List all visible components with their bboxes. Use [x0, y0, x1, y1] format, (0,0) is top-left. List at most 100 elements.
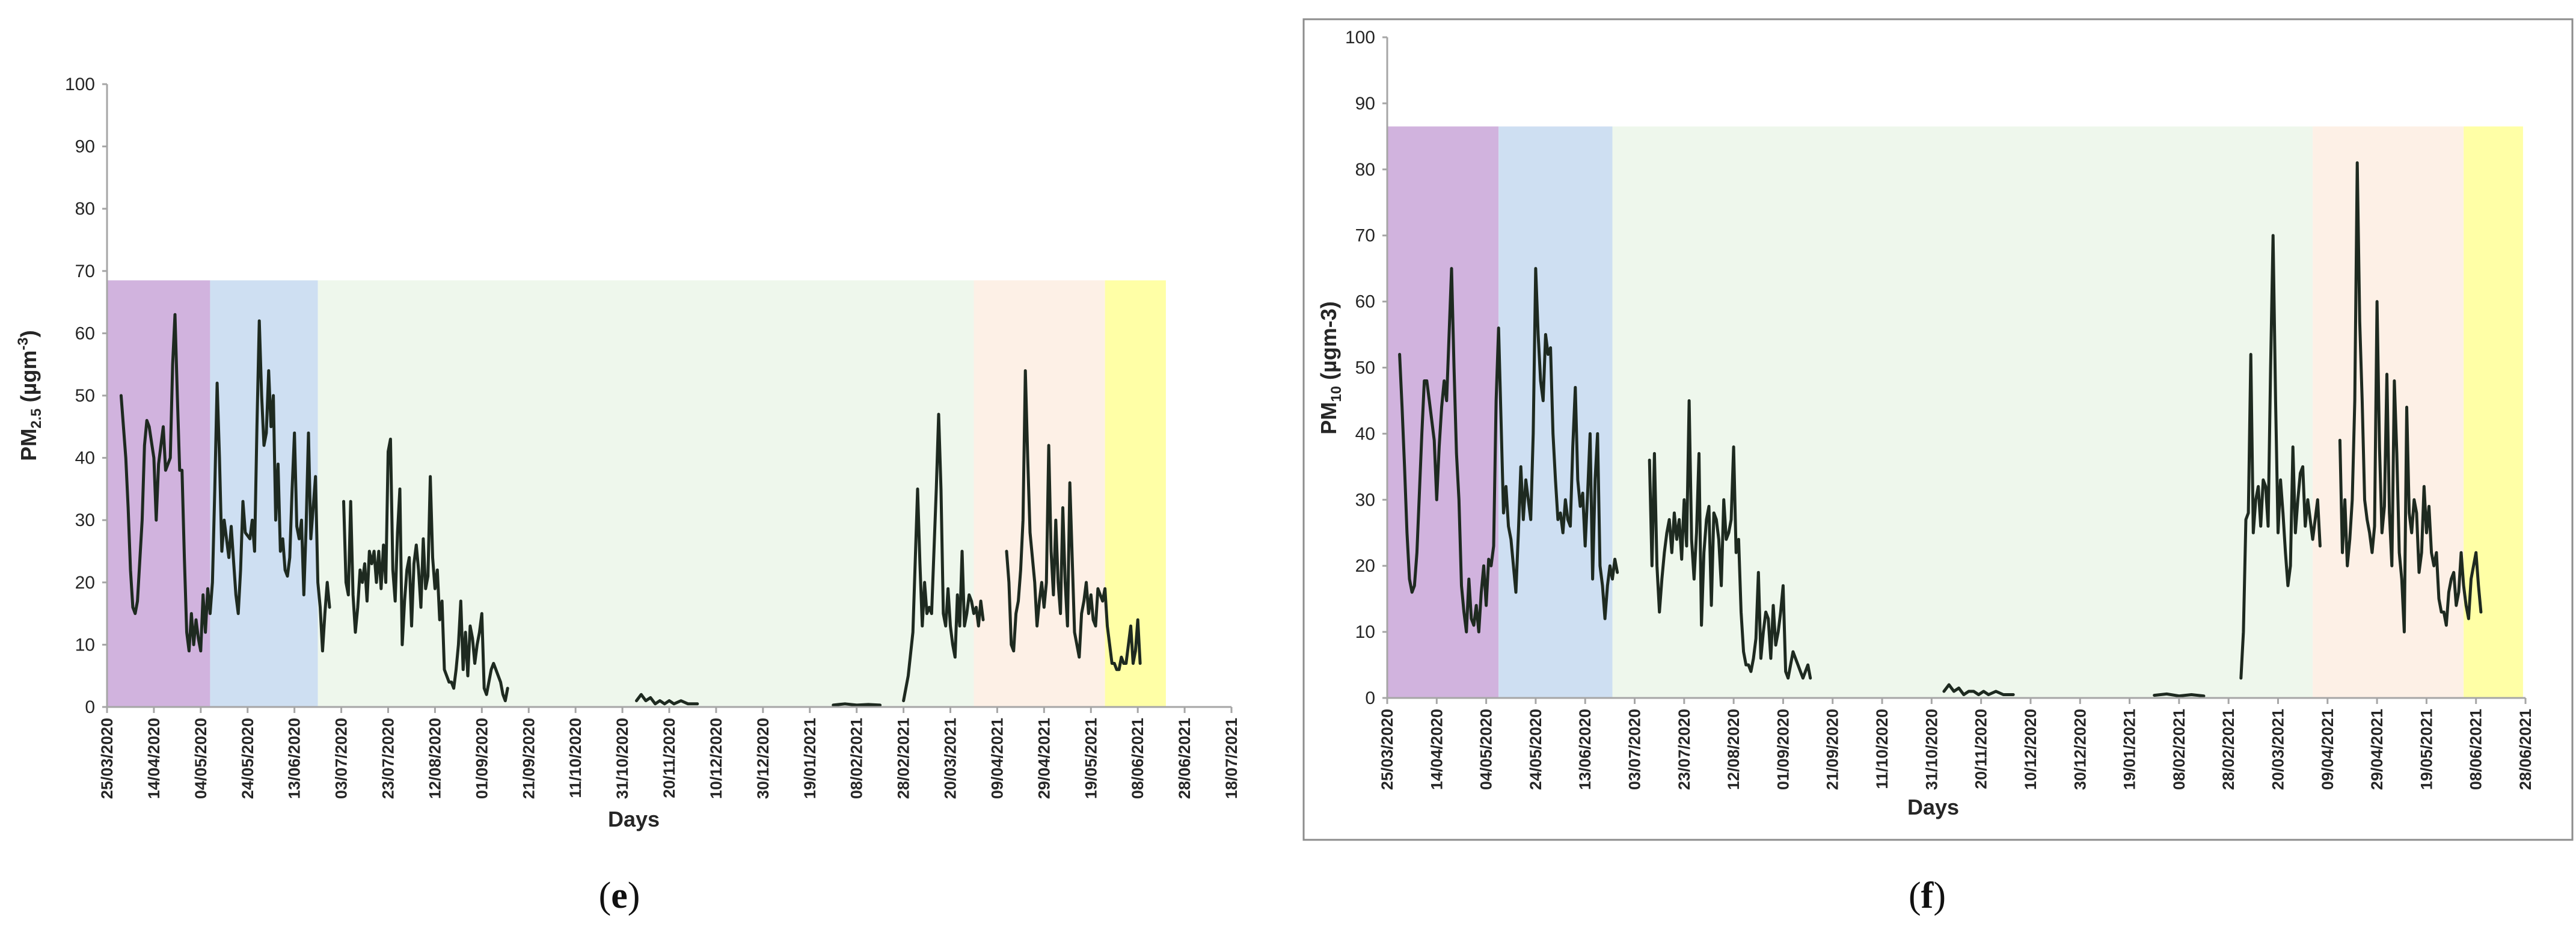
y-tick-label: 80 [75, 199, 95, 219]
y-tick-label: 90 [75, 137, 95, 157]
series-line-segment-4 [2153, 692, 2206, 698]
y-tick-label: 30 [75, 510, 95, 530]
y-tick-labels-f: 0 10 20 30 40 50 60 70 80 90 100 [1345, 28, 1387, 708]
y-tick-label: 60 [75, 323, 95, 343]
y-tick-label: 80 [1355, 160, 1375, 180]
x-tick-label: 03/07/2020 [333, 718, 351, 799]
x-tick-label: 21/09/2020 [520, 718, 538, 799]
period-band-1 [1387, 126, 1499, 699]
x-tick-label: 31/10/2020 [613, 718, 631, 799]
y-tick-label: 90 [1355, 94, 1375, 114]
x-tick-label: 24/05/2020 [1527, 709, 1545, 790]
x-tick-label: 01/09/2020 [1774, 709, 1792, 790]
x-tick-label: 12/08/2020 [1725, 709, 1743, 790]
x-tick-label: 01/09/2020 [473, 718, 491, 799]
y-tick-label: 100 [65, 75, 95, 94]
x-tick-label: 20/11/2020 [1972, 709, 1990, 789]
x-tick-label: 14/04/2020 [145, 718, 163, 799]
period-bands-e [107, 280, 1166, 708]
x-tick-label: 23/07/2020 [1675, 709, 1693, 790]
x-tick-label: 09/04/2021 [2319, 709, 2337, 790]
series-line-segment-5 [2239, 234, 2322, 680]
x-tick-label: 30/12/2020 [754, 718, 772, 799]
x-axis-title-e: Days [608, 807, 660, 831]
x-tick-label: 09/04/2021 [988, 718, 1006, 799]
period-band-3 [1612, 126, 2313, 699]
y-tick-label: 40 [1355, 424, 1375, 444]
series-line-segment-5 [902, 412, 985, 703]
x-tick-label: 25/03/2020 [98, 718, 116, 799]
x-tick-label: 04/05/2020 [1477, 709, 1495, 790]
x-tick-label: 31/10/2020 [1922, 709, 1940, 790]
y-tick-label: 60 [1355, 292, 1375, 312]
period-band-4 [974, 280, 1105, 708]
x-tick-label: 08/06/2021 [2467, 709, 2485, 790]
series-line-segment-3 [635, 693, 699, 706]
x-tick-label: 19/05/2021 [2417, 709, 2435, 790]
y-tick-label: 50 [75, 386, 95, 406]
y-tick-label: 10 [75, 635, 95, 655]
x-tick-label: 11/10/2020 [1873, 709, 1891, 789]
period-band-2 [1498, 126, 1613, 699]
x-tick-label: 12/08/2020 [426, 718, 444, 799]
series-line-segment-4 [832, 702, 882, 707]
x-tick-label: 19/05/2021 [1082, 718, 1100, 799]
series-line-segment-2 [1648, 399, 1812, 680]
x-tick-label: 13/06/2020 [286, 718, 304, 799]
x-tick-label: 30/12/2020 [2071, 709, 2089, 790]
x-tick-label: 10/12/2020 [2022, 709, 2040, 790]
y-tick-labels-e: 0 10 20 30 40 50 60 70 80 90 100 [65, 75, 107, 717]
y-tick-label: 10 [1355, 622, 1375, 642]
x-tick-label: 03/07/2020 [1626, 709, 1644, 790]
y-tick-label: 0 [1365, 688, 1375, 708]
x-tick-label: 20/03/2021 [2269, 709, 2287, 790]
x-tick-labels-f: 25/03/2020 14/04/2020 04/05/2020 24/05/2020… [1378, 698, 2535, 790]
x-tick-labels-e: 25/03/2020 14/04/2020 04/05/2020 24/05/2020… [98, 707, 1240, 799]
period-band-2 [210, 280, 318, 708]
x-tick-label: 19/01/2021 [801, 718, 819, 799]
x-tick-label: 29/04/2021 [2368, 709, 2386, 790]
x-tick-label: 19/01/2021 [2121, 709, 2139, 790]
y-tick-label: 20 [75, 573, 95, 593]
series-line-segment-6 [1005, 369, 1142, 672]
y-tick-label: 20 [1355, 556, 1375, 576]
y-tick-label: 40 [75, 448, 95, 468]
x-axis-title-f: Days [1907, 795, 1959, 819]
x-tick-label: 28/02/2021 [895, 718, 913, 799]
period-band-5 [2464, 126, 2523, 699]
x-tick-label: 24/05/2020 [239, 718, 257, 799]
y-axis-title-f: PM10 (µgm-3) [1316, 301, 1345, 434]
x-tick-label: 25/03/2020 [1378, 709, 1396, 790]
x-tick-label: 08/02/2021 [2170, 709, 2188, 790]
y-tick-label: 70 [75, 262, 95, 281]
series-line-segment-3 [1942, 683, 2015, 696]
period-bands-f [1387, 126, 2523, 699]
panel-label-e: (e) [599, 875, 640, 916]
x-tick-label: 28/06/2021 [2516, 709, 2535, 790]
series-line-segment-6 [2338, 161, 2483, 634]
x-tick-label: 08/02/2021 [848, 718, 866, 799]
y-tick-label: 30 [1355, 490, 1375, 510]
x-tick-label: 08/06/2021 [1129, 718, 1147, 799]
x-tick-label: 10/12/2020 [707, 718, 725, 799]
y-tick-label: 70 [1355, 226, 1375, 246]
period-band-3 [317, 280, 974, 708]
series-line-segment-1 [119, 313, 331, 653]
x-tick-label: 04/05/2020 [192, 718, 210, 799]
x-tick-label: 11/10/2020 [566, 718, 584, 798]
x-tick-label: 14/04/2020 [1428, 709, 1446, 790]
y-tick-label: 0 [85, 697, 95, 717]
y-tick-label: 100 [1345, 28, 1375, 47]
x-tick-label: 28/06/2021 [1176, 718, 1194, 799]
series-pm25 [119, 313, 1142, 707]
panel-label-f: (f) [1909, 875, 1946, 916]
x-tick-label: 20/11/2020 [660, 718, 678, 798]
y-tick-label: 50 [1355, 358, 1375, 378]
series-line-segment-1 [1398, 267, 1619, 634]
x-tick-label: 20/03/2021 [942, 718, 960, 799]
panel-f-frame [1302, 18, 2574, 841]
series-line-segment-2 [342, 438, 509, 703]
x-tick-label: 28/02/2021 [2219, 709, 2237, 790]
x-tick-label: 18/07/2021 [1222, 718, 1240, 799]
